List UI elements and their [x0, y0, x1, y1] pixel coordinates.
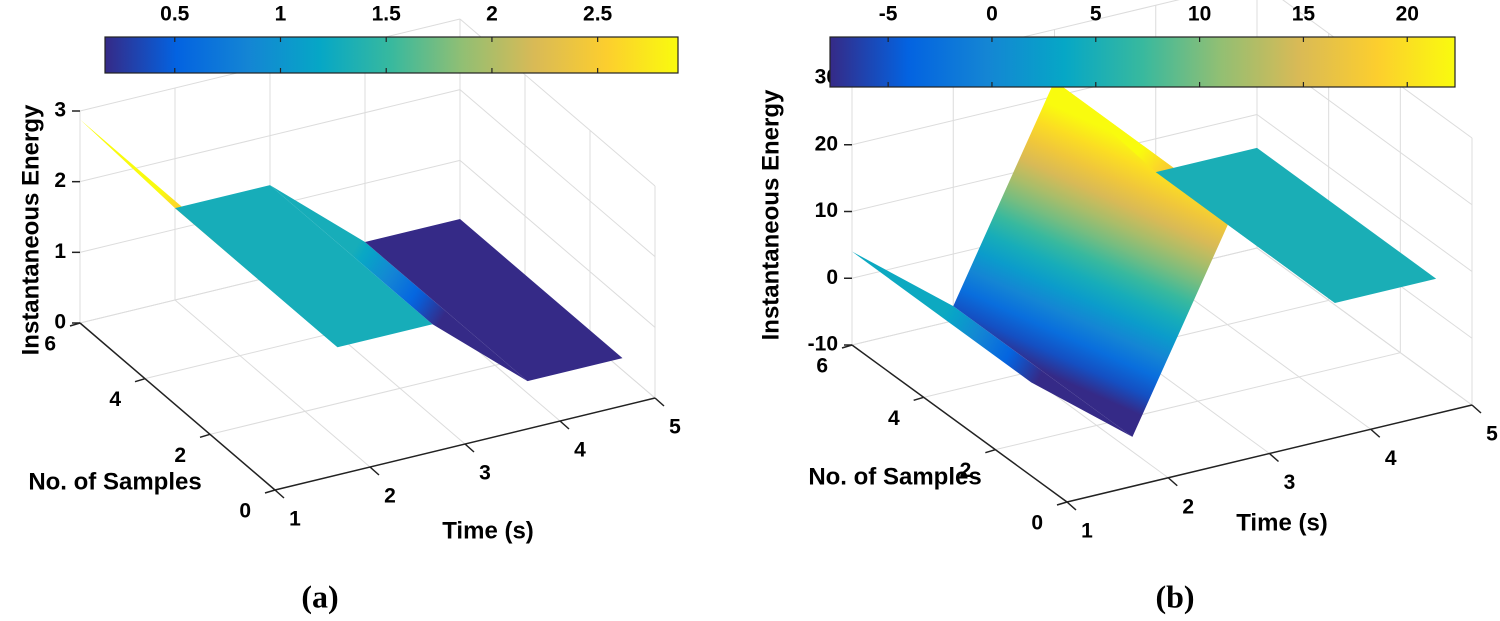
- colorbar-tick-label: 1: [275, 3, 287, 26]
- panel-label: (b): [1155, 578, 1194, 614]
- surface-patch: [175, 185, 433, 348]
- y-axis-label: No. of Samples: [808, 463, 981, 490]
- x-axis-label: Time (s): [442, 517, 534, 544]
- x-tick: [369, 466, 380, 476]
- y-tick-label: 2: [960, 459, 972, 482]
- y-tick: [985, 448, 996, 454]
- x-tick-label: 3: [1284, 471, 1296, 494]
- surface-patch: [270, 185, 528, 382]
- colorbar-tick-label: 0.5: [160, 3, 190, 26]
- surface-patch: [852, 251, 1133, 437]
- colorbar-tick-label: -5: [879, 3, 898, 26]
- y-tick: [913, 396, 924, 402]
- z-tick-label: 1: [54, 240, 66, 263]
- y-tick-label: 4: [109, 388, 121, 411]
- y-tick-label: 4: [888, 407, 900, 430]
- x-tick: [1471, 404, 1482, 414]
- colorbar: [829, 36, 1456, 88]
- surface-patch: [365, 218, 623, 382]
- z-tick-label: -10: [808, 333, 838, 356]
- grid-line: [1256, 114, 1473, 272]
- y-axis-label: No. of Samples: [28, 468, 201, 495]
- x-tick: [654, 397, 665, 407]
- x-tick: [1269, 452, 1279, 463]
- y-tick: [264, 489, 276, 494]
- x-tick: [1370, 428, 1381, 438]
- grid-line: [79, 89, 461, 183]
- z-axis-label: Instantaneous Energy: [17, 104, 44, 355]
- colorbar-tick-label: 15: [1292, 3, 1316, 26]
- z-tick-label: 0: [826, 266, 838, 289]
- x-tick-label: 5: [1486, 423, 1498, 446]
- y-tick-label: 0: [1031, 512, 1043, 535]
- z-tick-label: 3: [54, 99, 66, 122]
- colorbar: [104, 36, 679, 74]
- y-tick: [199, 433, 211, 439]
- colorbar-tick-label: 0: [986, 3, 998, 26]
- x-tick: [559, 420, 570, 430]
- z-tick-label: 20: [815, 132, 838, 155]
- colorbar-tick-label: 20: [1396, 3, 1419, 26]
- y-tick-label: 2: [174, 444, 186, 467]
- y-tick-label: 6: [816, 355, 828, 378]
- x-tick-label: 2: [1182, 495, 1194, 518]
- x-tick-label: 2: [384, 485, 396, 508]
- x-tick-label: 5: [669, 416, 681, 439]
- y-axis: [851, 344, 1068, 503]
- panel-label: (a): [301, 578, 338, 614]
- y-tick: [134, 377, 146, 383]
- colorbar-tick-label: 10: [1188, 3, 1211, 26]
- x-tick-label: 4: [1385, 447, 1397, 470]
- z-tick-label: 10: [815, 199, 838, 222]
- colorbar-tick-label: 5: [1090, 3, 1102, 26]
- x-tick-label: 3: [479, 462, 491, 485]
- colorbar-tick-label: 1.5: [372, 3, 402, 26]
- y-tick-label: 0: [239, 500, 251, 523]
- x-tick: [464, 443, 475, 453]
- x-tick: [1167, 477, 1178, 487]
- x-tick: [1066, 501, 1077, 511]
- x-tick: [274, 489, 285, 499]
- x-tick-label: 1: [289, 508, 301, 531]
- grid-line: [174, 299, 371, 468]
- y-tick-label: 6: [44, 333, 56, 356]
- z-tick-label: 2: [54, 169, 66, 192]
- grid-line: [459, 89, 656, 258]
- y-tick: [1056, 501, 1068, 506]
- x-tick-label: 4: [574, 439, 586, 462]
- surface-patch: [1155, 147, 1437, 303]
- grid-line: [459, 159, 656, 328]
- grid-line: [1256, 247, 1473, 406]
- grid-line: [995, 352, 1401, 451]
- colorbar-tick-label: 2: [486, 3, 498, 26]
- colorbar-tick-label: 2.5: [583, 3, 613, 26]
- z-tick-label: 0: [54, 311, 66, 334]
- surface-patch: [953, 80, 1234, 437]
- x-axis-label: Time (s): [1236, 509, 1328, 536]
- y-axis: [79, 322, 276, 491]
- z-axis-label: Instantaneous Energy: [757, 89, 784, 340]
- x-tick-label: 1: [1081, 520, 1093, 543]
